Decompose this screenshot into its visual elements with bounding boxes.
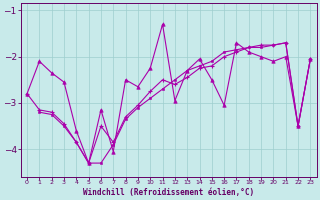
X-axis label: Windchill (Refroidissement éolien,°C): Windchill (Refroidissement éolien,°C) [83, 188, 254, 197]
